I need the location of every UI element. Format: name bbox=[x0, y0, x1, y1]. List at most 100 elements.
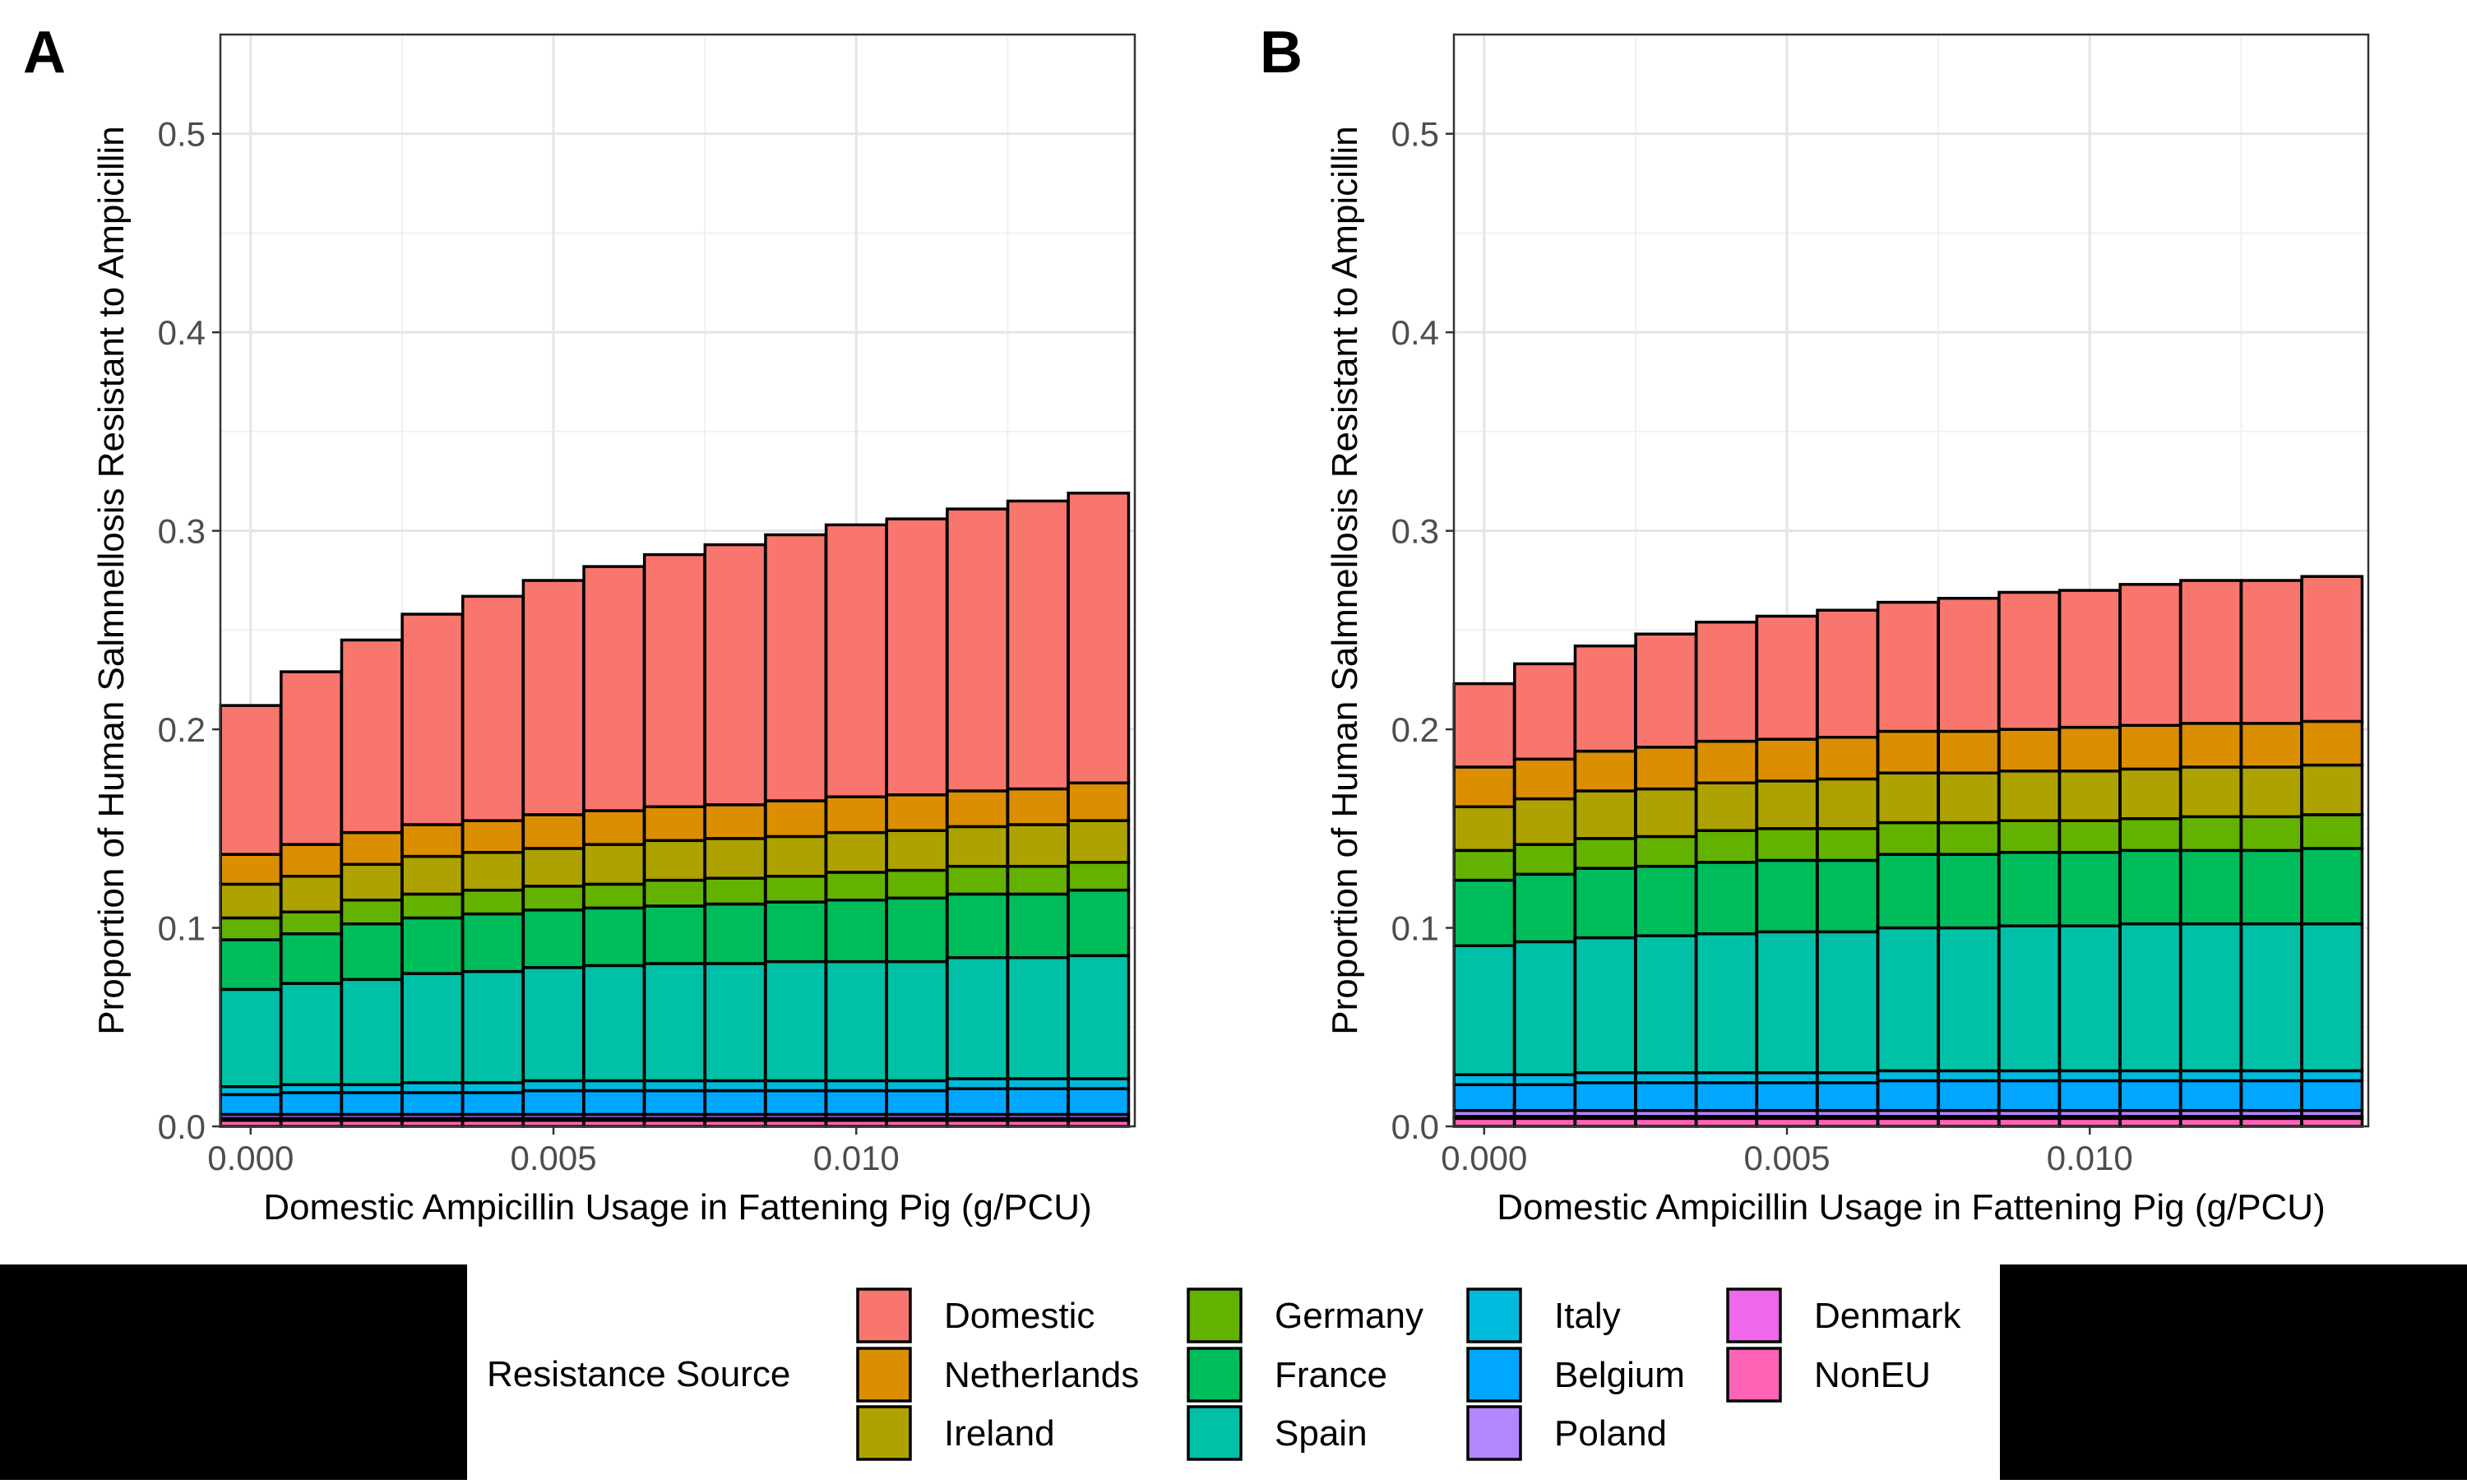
legend-item-belgium: Belgium bbox=[1466, 1347, 1685, 1403]
bar-segment-ireland bbox=[1067, 819, 1131, 864]
bar-segment-netherlands bbox=[1513, 757, 1576, 801]
bar-segment-belgium bbox=[642, 1089, 706, 1116]
y-tick-label: 0.5 bbox=[158, 115, 206, 154]
y-axis-title: Proportion of Human Salmnellosis Resista… bbox=[1325, 126, 1365, 1034]
bar-segment-spain bbox=[2239, 922, 2303, 1073]
bar-segment-germany bbox=[642, 878, 706, 908]
x-tick-label: 0.000 bbox=[1441, 1139, 1527, 1177]
legend-key bbox=[1187, 1288, 1243, 1343]
bar-segment-belgium bbox=[2239, 1079, 2303, 1112]
bar-segment-ireland bbox=[340, 862, 404, 902]
legend-label: France bbox=[1275, 1355, 1387, 1395]
bar-segment-germany bbox=[1997, 819, 2061, 854]
bar-segment-ireland bbox=[1513, 797, 1576, 846]
bar-segment-belgium bbox=[2179, 1079, 2243, 1112]
bar-segment-ireland bbox=[1816, 777, 1880, 830]
bar-segment-france bbox=[2239, 848, 2303, 926]
bars bbox=[219, 492, 1131, 1128]
bar-segment-domestic bbox=[824, 523, 888, 798]
bar-segment-italy bbox=[824, 1079, 888, 1093]
bar-segment-ireland bbox=[1937, 771, 2001, 825]
bar-segment-italy bbox=[1997, 1069, 2061, 1083]
bar-segment-italy bbox=[2300, 1069, 2364, 1083]
bar-segment-germany bbox=[764, 875, 827, 904]
bar-segment-spain bbox=[1452, 944, 1516, 1076]
y-tick-label: 0.2 bbox=[158, 710, 206, 749]
y-tick-label: 0.4 bbox=[158, 313, 206, 352]
bar-segment-belgium bbox=[824, 1089, 888, 1116]
bar-segment-netherlands bbox=[461, 819, 525, 854]
legend-label: Germany bbox=[1275, 1296, 1423, 1336]
bar-segment-germany bbox=[2057, 819, 2122, 854]
legend-item-italy: Italy bbox=[1466, 1288, 1621, 1343]
bar-segment-spain bbox=[703, 962, 767, 1083]
bar-segment-italy bbox=[2239, 1069, 2303, 1083]
bar-segment-netherlands bbox=[1067, 781, 1131, 822]
bar-segment-france bbox=[1755, 858, 1819, 934]
y-tick-label: 0.1 bbox=[158, 909, 206, 948]
bar-segment-ireland bbox=[2057, 770, 2122, 822]
bar-segment-netherlands bbox=[946, 789, 1009, 829]
bar-segment-france bbox=[703, 902, 767, 965]
x-axis-title: Domestic Ampicillin Usage in Fattening P… bbox=[263, 1187, 1092, 1227]
bar-segment-germany bbox=[461, 888, 525, 916]
x-tick-label: 0.010 bbox=[813, 1139, 900, 1177]
bar-segment-domestic bbox=[521, 579, 586, 816]
panel-a: 0.0 0.1 0.2 0.3 0.4 0.5 0.000 0.005 0.010 Domesti… bbox=[23, 20, 1136, 1227]
bar-segment-france bbox=[885, 896, 949, 964]
bar-segment-belgium bbox=[1695, 1081, 1758, 1112]
bar-segment-spain bbox=[1816, 930, 1880, 1075]
bar-segment-spain bbox=[582, 964, 646, 1083]
panels: 0.0 0.1 0.2 0.3 0.4 0.5 0.000 0.005 0.010 Domesti… bbox=[23, 20, 2370, 1227]
bar-segment-netherlands bbox=[521, 813, 586, 850]
bar-segment-germany bbox=[1634, 834, 1698, 868]
legend-label: Spain bbox=[1275, 1413, 1368, 1454]
bar-segment-spain bbox=[280, 982, 343, 1087]
bar-segment-belgium bbox=[340, 1091, 404, 1116]
bar-segment-germany bbox=[280, 910, 343, 936]
bar-segment-belgium bbox=[219, 1093, 283, 1116]
bar-segment-france bbox=[1876, 853, 1940, 930]
bar-segment-france bbox=[1997, 851, 2061, 927]
bar-segment-ireland bbox=[400, 854, 465, 896]
bar-segment-netherlands bbox=[1695, 739, 1758, 785]
bar-segment-ireland bbox=[946, 825, 1009, 868]
bar-segment-domestic bbox=[2239, 579, 2303, 725]
bar-segment-italy bbox=[1573, 1071, 1637, 1084]
bar-segment-domestic bbox=[764, 533, 827, 802]
bar-segment-germany bbox=[2239, 815, 2303, 853]
bar-segment-ireland bbox=[764, 834, 827, 878]
bar-segment-domestic bbox=[1876, 600, 1940, 733]
bar-segment-italy bbox=[1513, 1073, 1576, 1087]
bar-segment-belgium bbox=[2300, 1079, 2364, 1112]
bar-segment-domestic bbox=[1997, 590, 2061, 731]
panel-letter: B bbox=[1260, 20, 1303, 86]
bar-segment-belgium bbox=[703, 1089, 767, 1116]
bar-segment-netherlands bbox=[400, 823, 465, 858]
bar-segment-italy bbox=[1452, 1073, 1516, 1087]
bar-segment-domestic bbox=[2118, 583, 2182, 728]
bar-segment-ireland bbox=[1006, 823, 1070, 868]
bar-segment-germany bbox=[1573, 837, 1637, 870]
bar-segment-germany bbox=[1816, 827, 1880, 862]
legend-label: Denmark bbox=[1814, 1296, 1961, 1336]
legend-label: Poland bbox=[1554, 1413, 1667, 1454]
bar-segment-domestic bbox=[2300, 575, 2364, 724]
legend-item-ireland: Ireland bbox=[856, 1405, 1055, 1461]
bar-segment-france bbox=[280, 932, 343, 985]
bar-segment-spain bbox=[219, 987, 283, 1089]
bar-segment-italy bbox=[1816, 1071, 1880, 1084]
bar-segment-domestic bbox=[1695, 620, 1758, 743]
bar-segment-netherlands bbox=[1006, 787, 1070, 826]
bar-segment-domestic bbox=[2057, 589, 2122, 729]
bar-segment-domestic bbox=[1513, 662, 1576, 761]
bar-segment-spain bbox=[461, 969, 525, 1084]
bar-segment-spain bbox=[1513, 940, 1576, 1076]
bar-segment-france bbox=[764, 900, 827, 964]
x-tick-label: 0.010 bbox=[2047, 1139, 2133, 1177]
bar-segment-netherlands bbox=[1816, 735, 1880, 781]
bar-segment-belgium bbox=[1937, 1079, 2001, 1112]
bar-segment-germany bbox=[1452, 848, 1516, 882]
bar-segment-france bbox=[219, 938, 283, 992]
bar-segment-france bbox=[1067, 888, 1131, 958]
